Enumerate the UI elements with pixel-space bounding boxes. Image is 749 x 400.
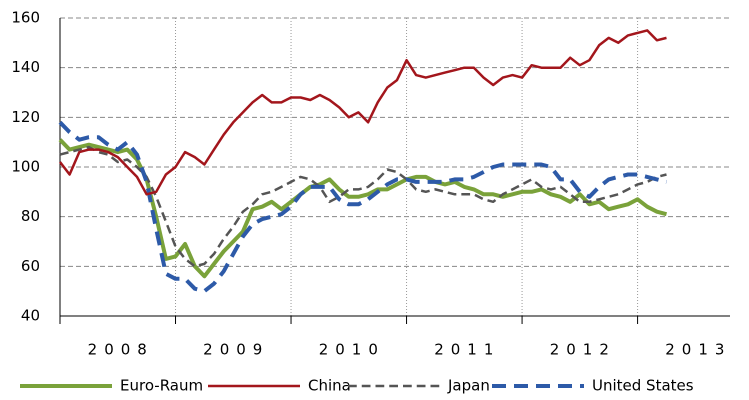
y-tick-label: 40 <box>21 307 40 325</box>
x-tick-label: 2012 <box>550 341 616 359</box>
series-line <box>59 29 667 196</box>
x-tick-label: 2009 <box>203 341 269 359</box>
y-tick-label: 160 <box>11 9 40 27</box>
series-line <box>58 138 668 279</box>
legend-label: China <box>308 377 351 395</box>
x-tick-label: 2013 <box>665 341 731 359</box>
y-tick-label: 80 <box>21 207 40 225</box>
legend-label: United States <box>592 377 694 395</box>
y-tick-label: 60 <box>21 257 40 275</box>
y-tick-label: 120 <box>11 108 40 126</box>
legend-label: Euro-Raum <box>120 377 203 395</box>
series-line <box>59 145 667 268</box>
y-tick-label: 140 <box>11 58 40 76</box>
x-tick-label: 2011 <box>434 341 500 359</box>
y-tick-label: 100 <box>11 158 40 176</box>
x-tick-label: 2010 <box>319 341 385 359</box>
x-tick-label: 2008 <box>88 341 154 359</box>
legend-label: Japan <box>447 377 490 395</box>
